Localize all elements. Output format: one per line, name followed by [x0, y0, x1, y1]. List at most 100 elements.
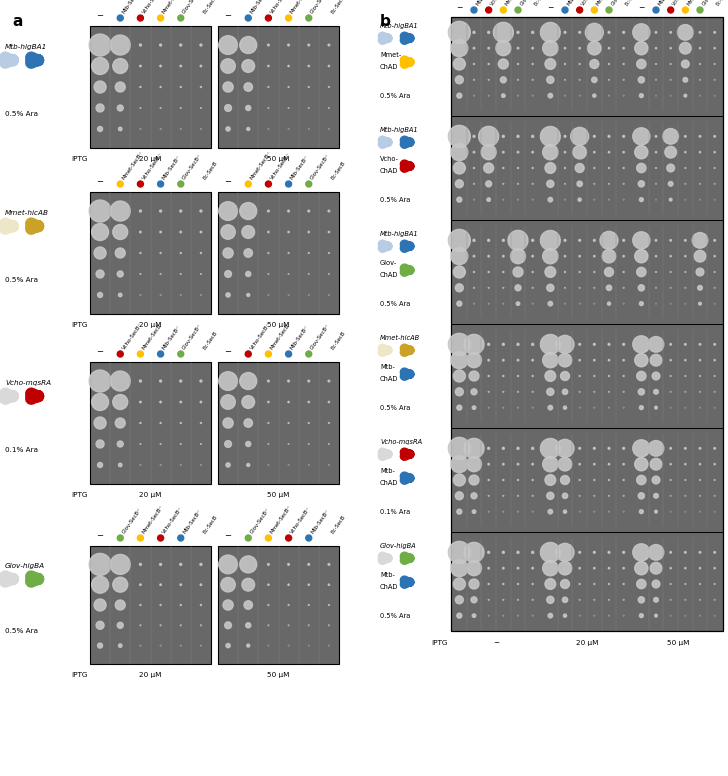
Circle shape — [575, 164, 584, 172]
Circle shape — [547, 596, 554, 604]
Text: ChAD: ChAD — [380, 64, 398, 70]
Text: Mtb-higBA1: Mtb-higBA1 — [380, 23, 419, 29]
Circle shape — [268, 423, 269, 424]
Circle shape — [654, 407, 657, 409]
Circle shape — [448, 126, 470, 147]
Circle shape — [455, 596, 463, 604]
Circle shape — [602, 249, 616, 263]
Circle shape — [669, 199, 672, 201]
Circle shape — [518, 463, 519, 465]
Circle shape — [96, 270, 104, 278]
Circle shape — [699, 344, 701, 345]
Circle shape — [247, 127, 250, 130]
Text: Mmet-hicAB: Mmet-hicAB — [380, 335, 420, 341]
Circle shape — [89, 200, 111, 222]
Circle shape — [699, 32, 701, 33]
Circle shape — [488, 31, 490, 33]
Circle shape — [714, 255, 715, 257]
Circle shape — [96, 104, 104, 112]
Circle shape — [573, 145, 587, 159]
Circle shape — [455, 76, 463, 84]
Text: IPTG: IPTG — [71, 672, 88, 678]
Circle shape — [604, 268, 614, 276]
Circle shape — [668, 182, 673, 186]
Text: Mtb-SecBᴵᴬ: Mtb-SecBᴵᴬ — [475, 0, 494, 7]
Text: −: − — [224, 11, 232, 20]
Circle shape — [654, 511, 657, 513]
Circle shape — [585, 23, 604, 41]
Circle shape — [714, 240, 716, 241]
Circle shape — [545, 267, 555, 277]
Circle shape — [542, 40, 558, 56]
Circle shape — [119, 644, 122, 647]
Text: −: − — [97, 11, 103, 20]
Circle shape — [714, 136, 716, 137]
Circle shape — [635, 354, 648, 367]
Circle shape — [655, 47, 657, 49]
Circle shape — [451, 352, 468, 369]
Circle shape — [268, 231, 269, 233]
Circle shape — [548, 301, 553, 306]
Text: Mmet-SecBᴵᴬ: Mmet-SecBᴵᴬ — [505, 0, 526, 7]
Circle shape — [678, 25, 693, 40]
Circle shape — [486, 7, 491, 13]
Text: Vcho-SecBᴵᴬ: Vcho-SecBᴵᴬ — [141, 152, 164, 181]
Text: 0.5% Ara: 0.5% Ara — [380, 93, 411, 99]
Circle shape — [308, 584, 309, 585]
Text: IPTG: IPTG — [71, 322, 88, 328]
Circle shape — [593, 136, 596, 137]
Text: Mtb-: Mtb- — [380, 468, 395, 474]
Circle shape — [699, 448, 701, 449]
Circle shape — [696, 268, 704, 276]
Circle shape — [308, 380, 309, 382]
Circle shape — [89, 34, 111, 56]
Circle shape — [515, 285, 521, 291]
Circle shape — [547, 492, 554, 500]
Circle shape — [117, 622, 123, 629]
Circle shape — [577, 7, 582, 13]
Bar — [218, 26, 339, 148]
Circle shape — [92, 57, 108, 74]
Circle shape — [457, 197, 462, 203]
Circle shape — [268, 380, 269, 382]
Circle shape — [587, 41, 601, 55]
Text: 0.5% Ara: 0.5% Ara — [380, 197, 411, 203]
Circle shape — [200, 252, 202, 254]
Circle shape — [531, 31, 534, 33]
Circle shape — [157, 351, 164, 357]
Circle shape — [451, 248, 468, 265]
Circle shape — [681, 60, 689, 68]
Circle shape — [685, 567, 686, 569]
Text: 0.5% Ara: 0.5% Ara — [5, 628, 38, 634]
Circle shape — [159, 563, 162, 566]
Text: Vcho-SecBᴵᴬ: Vcho-SecBᴵᴬ — [581, 0, 602, 7]
Circle shape — [488, 47, 489, 49]
Circle shape — [638, 597, 644, 603]
Circle shape — [500, 7, 507, 13]
Circle shape — [608, 344, 610, 345]
Circle shape — [473, 135, 475, 137]
Text: Ec-SecB: Ec-SecB — [202, 331, 218, 351]
Circle shape — [117, 15, 123, 21]
Circle shape — [221, 225, 235, 239]
Text: 50 μM: 50 μM — [267, 492, 290, 498]
Circle shape — [89, 370, 111, 392]
Circle shape — [328, 423, 329, 424]
Text: −: − — [97, 531, 103, 540]
Circle shape — [670, 359, 671, 361]
Circle shape — [488, 343, 490, 345]
Text: Ec-SecB: Ec-SecB — [716, 0, 728, 7]
Circle shape — [502, 567, 504, 569]
Circle shape — [650, 459, 662, 470]
Text: Glov-SecBᴵᴬ: Glov-SecBᴵᴬ — [182, 153, 203, 181]
Circle shape — [226, 293, 230, 297]
Circle shape — [240, 203, 257, 220]
Circle shape — [94, 247, 106, 259]
Circle shape — [245, 15, 251, 21]
Circle shape — [244, 419, 253, 428]
Text: Vcho-SecBᴵᴬ: Vcho-SecBᴵᴬ — [269, 152, 292, 181]
Circle shape — [637, 372, 646, 381]
Circle shape — [115, 418, 125, 428]
Circle shape — [266, 181, 272, 187]
Circle shape — [448, 334, 470, 355]
